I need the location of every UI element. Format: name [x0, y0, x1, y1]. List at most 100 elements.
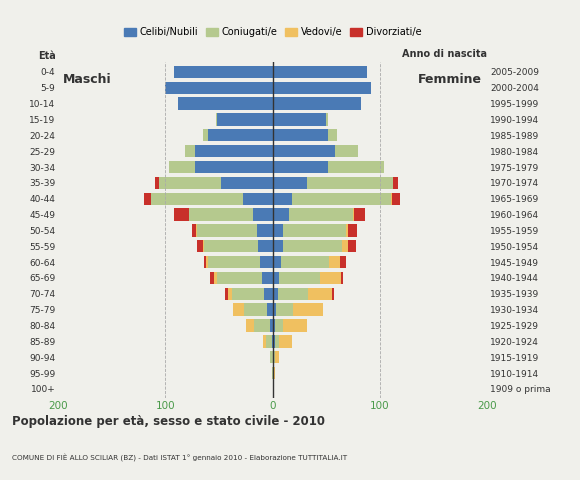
Bar: [216, 113, 217, 126]
Bar: [392, 192, 400, 205]
Bar: [273, 177, 307, 189]
Bar: [273, 335, 275, 348]
Bar: [348, 240, 356, 252]
Bar: [391, 192, 392, 205]
Bar: [159, 177, 221, 189]
Bar: [354, 208, 365, 221]
Bar: [242, 192, 273, 205]
Bar: [276, 303, 293, 316]
Bar: [273, 192, 292, 205]
Bar: [244, 303, 267, 316]
Bar: [226, 288, 227, 300]
Bar: [217, 272, 262, 284]
Legend: Celibi/Nubili, Coniugati/e, Vedovi/e, Divorziati/e: Celibi/Nubili, Coniugati/e, Vedovi/e, Di…: [120, 24, 425, 41]
Bar: [273, 129, 328, 142]
Bar: [189, 208, 253, 221]
Bar: [393, 177, 398, 189]
Bar: [233, 303, 244, 316]
Bar: [273, 351, 274, 363]
Bar: [154, 177, 159, 189]
Bar: [275, 319, 284, 332]
Bar: [292, 192, 391, 205]
Bar: [178, 97, 273, 110]
Bar: [284, 224, 346, 237]
Bar: [273, 113, 326, 126]
Bar: [273, 240, 284, 252]
Bar: [342, 240, 348, 252]
Bar: [211, 272, 213, 284]
Bar: [151, 192, 242, 205]
Bar: [184, 145, 195, 157]
Bar: [208, 256, 260, 268]
Bar: [273, 224, 284, 237]
Bar: [270, 319, 273, 332]
Bar: [204, 240, 258, 252]
Bar: [273, 66, 367, 78]
Text: Femmine: Femmine: [418, 73, 482, 86]
Bar: [270, 351, 273, 363]
Bar: [221, 177, 273, 189]
Bar: [266, 335, 271, 348]
Bar: [195, 145, 273, 157]
Bar: [197, 240, 203, 252]
Bar: [203, 240, 204, 252]
Bar: [204, 256, 206, 268]
Bar: [260, 256, 273, 268]
Bar: [271, 335, 273, 348]
Bar: [281, 256, 329, 268]
Bar: [273, 145, 335, 157]
Bar: [165, 82, 273, 94]
Bar: [273, 161, 328, 173]
Bar: [275, 351, 279, 363]
Bar: [197, 224, 256, 237]
Bar: [208, 129, 273, 142]
Bar: [258, 240, 273, 252]
Text: Anno di nascita: Anno di nascita: [402, 49, 487, 59]
Bar: [253, 208, 273, 221]
Bar: [267, 303, 273, 316]
Bar: [284, 319, 307, 332]
Bar: [279, 272, 320, 284]
Bar: [273, 303, 276, 316]
Bar: [273, 367, 275, 379]
Bar: [195, 161, 273, 173]
Bar: [227, 288, 232, 300]
Bar: [213, 272, 217, 284]
Bar: [273, 208, 289, 221]
Bar: [279, 335, 292, 348]
Text: Popolazione per età, sesso e stato civile - 2010: Popolazione per età, sesso e stato civil…: [12, 415, 325, 428]
Bar: [320, 272, 341, 284]
Bar: [308, 288, 332, 300]
Bar: [307, 177, 393, 189]
Bar: [144, 192, 151, 205]
Bar: [256, 224, 273, 237]
Text: COMUNE DI FIÈ ALLO SCILIAR (BZ) - Dati ISTAT 1° gennaio 2010 - Elaborazione TUTT: COMUNE DI FIÈ ALLO SCILIAR (BZ) - Dati I…: [12, 454, 347, 462]
Bar: [246, 319, 255, 332]
Bar: [275, 335, 279, 348]
Text: Età: Età: [38, 51, 56, 61]
Bar: [262, 272, 273, 284]
Bar: [203, 129, 208, 142]
Bar: [273, 288, 278, 300]
Bar: [263, 335, 266, 348]
Bar: [273, 319, 275, 332]
Bar: [273, 256, 281, 268]
Bar: [174, 208, 189, 221]
Bar: [217, 113, 273, 126]
Bar: [232, 288, 264, 300]
Bar: [332, 288, 334, 300]
Bar: [271, 367, 273, 379]
Bar: [284, 240, 342, 252]
Bar: [328, 161, 384, 173]
Bar: [192, 224, 197, 237]
Bar: [273, 82, 371, 94]
Text: Maschi: Maschi: [63, 73, 112, 86]
Bar: [329, 256, 340, 268]
Bar: [328, 129, 337, 142]
Bar: [264, 288, 273, 300]
Bar: [206, 256, 208, 268]
Bar: [169, 161, 195, 173]
Bar: [341, 272, 343, 284]
Bar: [335, 145, 358, 157]
Bar: [293, 303, 323, 316]
